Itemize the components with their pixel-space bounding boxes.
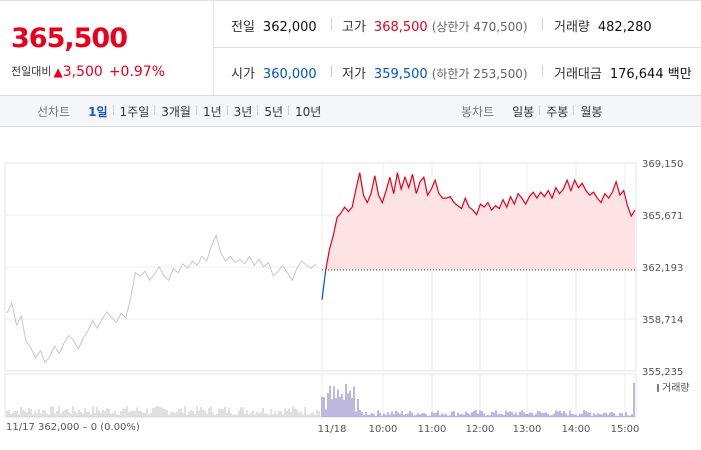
stat-open-value: 360,000 bbox=[262, 67, 317, 82]
price-area-fill bbox=[325, 172, 635, 270]
stat-prev-close-label: 전일 bbox=[231, 20, 255, 35]
intraday-price-chart[interactable]: 369,150 365,671 362,193 358,714 355,235 11/18… bbox=[0, 140, 701, 450]
change-label: 전일대비 bbox=[11, 65, 52, 78]
current-price: 365,500 bbox=[11, 23, 128, 54]
candle-chart-label: 봉차트 bbox=[461, 105, 495, 119]
stat-trade-value-label: 거래대금 bbox=[554, 67, 602, 82]
x-tick-label: 15:00 bbox=[611, 424, 640, 435]
change-line: 전일대비 ▲3,500 +0.97% bbox=[11, 63, 165, 80]
change-percent: +0.97% bbox=[108, 64, 166, 80]
x-tick-label: 14:00 bbox=[562, 424, 591, 435]
volume-plot-frame bbox=[4, 373, 637, 418]
x-tick-label: 10:00 bbox=[369, 424, 398, 435]
stat-low-label: 저가 bbox=[342, 67, 366, 82]
tab-3m[interactable]: 3개월 bbox=[154, 103, 197, 120]
tab-5y[interactable]: 5년 bbox=[257, 103, 289, 120]
volume-legend-swatch bbox=[657, 384, 659, 392]
candle-chart-tabs: 봉차트 일봉 주봉 월봉 bbox=[461, 96, 608, 127]
x-tick-label: 11/18 bbox=[318, 424, 347, 435]
stat-lower-limit: (하한가 253,500) bbox=[431, 67, 528, 81]
tab-10y[interactable]: 10년 bbox=[288, 103, 327, 120]
price-line-down bbox=[321, 269, 327, 300]
chart-canvas[interactable]: 369,150 365,671 362,193 358,714 355,235 11/18… bbox=[0, 140, 701, 450]
price-box: 365,500 전일대비 ▲3,500 +0.97% bbox=[0, 1, 214, 96]
stat-upper-limit: (상한가 470,500) bbox=[431, 20, 528, 34]
tab-3y[interactable]: 3년 bbox=[226, 103, 259, 120]
y-tick-label: 365,671 bbox=[642, 211, 683, 222]
tab-1d[interactable]: 1일 bbox=[88, 105, 108, 119]
stat-prev-close: 전일 362,000 bbox=[231, 16, 317, 35]
stat-high-value: 368,500 bbox=[373, 20, 428, 35]
stat-low-value: 359,500 bbox=[373, 67, 428, 82]
tab-1w[interactable]: 1주일 bbox=[112, 103, 156, 120]
divider bbox=[542, 18, 543, 30]
base-date-label: 11/17 362,000 – 0 (0.00%) bbox=[6, 422, 140, 433]
x-tick-label: 13:00 bbox=[513, 424, 542, 435]
y-tick-label: 369,150 bbox=[642, 159, 683, 170]
divider bbox=[331, 18, 332, 30]
y-tick-label: 358,714 bbox=[642, 315, 683, 326]
divider bbox=[331, 65, 332, 77]
x-tick-label: 11:00 bbox=[418, 424, 447, 435]
stat-trade-value: 거래대금 176,644 백만 bbox=[554, 63, 692, 82]
stat-volume-value: 482,280 bbox=[597, 20, 652, 35]
volume-legend-label: 거래량 bbox=[662, 383, 690, 394]
stat-trade-value-value: 176,644 백만 bbox=[609, 67, 692, 82]
stock-summary-header: 365,500 전일대비 ▲3,500 +0.97% 전일 362,000 고가 368… bbox=[0, 0, 701, 96]
chart-tab-bar: 선차트 1일 1주일 3개월 1년 3년 5년 10년 봉차트 일봉 주봉 월봉 bbox=[0, 96, 701, 127]
stat-volume: 거래량 482,280 bbox=[554, 16, 652, 35]
y-tick-label: 362,193 bbox=[642, 263, 683, 274]
stat-high: 고가 368,500 (상한가 470,500) bbox=[342, 16, 528, 35]
x-tick-label: 12:00 bbox=[466, 424, 495, 435]
volume-legend: 거래량 bbox=[657, 379, 690, 394]
tab-weekly-candle[interactable]: 주봉 bbox=[539, 103, 574, 120]
divider bbox=[542, 65, 543, 77]
stat-prev-close-value: 362,000 bbox=[262, 20, 317, 35]
line-chart-label: 선차트 bbox=[37, 105, 71, 119]
stat-high-label: 고가 bbox=[342, 20, 366, 35]
price-line-up bbox=[325, 172, 636, 270]
stat-low: 저가 359,500 (하한가 253,500) bbox=[342, 63, 528, 82]
stats-row-2: 시가 360,000 저가 359,500 (하한가 253,500) 거래대금 176… bbox=[214, 48, 701, 95]
up-triangle-icon: ▲ bbox=[53, 65, 63, 79]
tab-1y[interactable]: 1년 bbox=[195, 103, 228, 120]
stat-volume-label: 거래량 bbox=[554, 20, 590, 35]
y-tick-label: 355,235 bbox=[642, 367, 683, 378]
change-amount: 3,500 bbox=[62, 64, 103, 80]
stat-open: 시가 360,000 bbox=[231, 63, 317, 82]
stats-row-1: 전일 362,000 고가 368,500 (상한가 470,500) 거래량 482,… bbox=[214, 1, 701, 48]
line-chart-tabs: 선차트 1일 1주일 3개월 1년 3년 5년 10년 bbox=[37, 96, 327, 127]
prev-day-price-line bbox=[6, 234, 317, 364]
tab-monthly-candle[interactable]: 월봉 bbox=[573, 103, 608, 120]
stat-open-label: 시가 bbox=[231, 67, 255, 82]
tab-daily-candle[interactable]: 일봉 bbox=[512, 105, 535, 119]
